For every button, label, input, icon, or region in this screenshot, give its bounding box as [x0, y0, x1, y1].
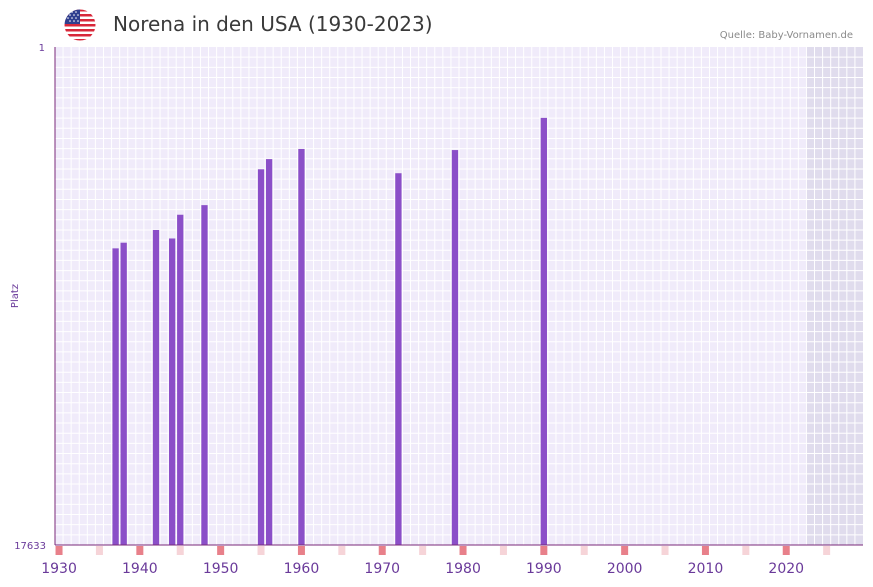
bar-1972	[395, 173, 402, 545]
half-decade-marker	[661, 546, 669, 555]
bar-series	[112, 117, 547, 546]
usa-flag-icon	[64, 9, 96, 41]
y-axis-label: Platz	[10, 284, 21, 308]
half-decade-marker	[257, 546, 265, 555]
bar-1956	[265, 159, 273, 546]
x-tick-label-2020: 2020	[768, 561, 804, 577]
x-tick-label-1990: 1990	[526, 561, 562, 577]
future-shaded-region	[806, 47, 863, 545]
decade-marker	[540, 546, 548, 555]
bar-1955	[257, 169, 265, 545]
x-tick-label-1960: 1960	[284, 561, 320, 577]
decade-marker	[701, 546, 709, 555]
x-tick-label-1950: 1950	[203, 561, 239, 577]
x-tick-label-1980: 1980	[445, 561, 481, 577]
bar-1945	[177, 214, 184, 546]
half-decade-marker	[742, 546, 750, 555]
source-label: Quelle: Baby-Vornamen.de	[719, 30, 853, 41]
bar-1942	[152, 229, 160, 545]
x-tick-label-1970: 1970	[364, 561, 400, 577]
half-decade-marker	[419, 546, 427, 555]
bar-1938	[120, 242, 127, 546]
y-tick-label-bottom: 17633	[14, 541, 46, 552]
x-tick-label-1930: 1930	[41, 561, 77, 577]
y-tick-label-top: 1	[39, 43, 45, 54]
decade-markers	[55, 546, 831, 555]
decade-marker	[136, 546, 144, 555]
bar-1944	[169, 238, 176, 545]
x-tick-label-1940: 1940	[122, 561, 158, 577]
half-decade-marker	[338, 546, 346, 555]
x-tick-labels: 1930 1940 1950 1960 1970 1980 1990 2000 2010 2020	[41, 561, 804, 577]
decade-marker	[217, 546, 225, 555]
decade-marker	[297, 546, 305, 555]
decade-marker	[378, 546, 386, 555]
decade-marker	[621, 546, 629, 555]
grid-lines	[55, 47, 863, 545]
bar-1937	[112, 248, 119, 545]
decade-marker	[782, 546, 790, 555]
bar-1979	[451, 150, 459, 545]
x-tick-label-2010: 2010	[688, 561, 724, 577]
half-decade-marker	[580, 546, 588, 555]
chart-title: Norena in den USA (1930-2023)	[113, 12, 433, 36]
x-tick-label-2000: 2000	[607, 561, 643, 577]
bar-1990	[540, 117, 547, 546]
half-decade-marker	[823, 546, 831, 555]
decade-marker	[55, 546, 63, 555]
half-decade-marker	[499, 546, 507, 555]
bar-1960	[298, 148, 305, 545]
half-decade-marker	[95, 546, 103, 555]
decade-marker	[459, 546, 467, 555]
half-decade-marker	[176, 546, 184, 555]
bar-1948	[201, 205, 208, 545]
